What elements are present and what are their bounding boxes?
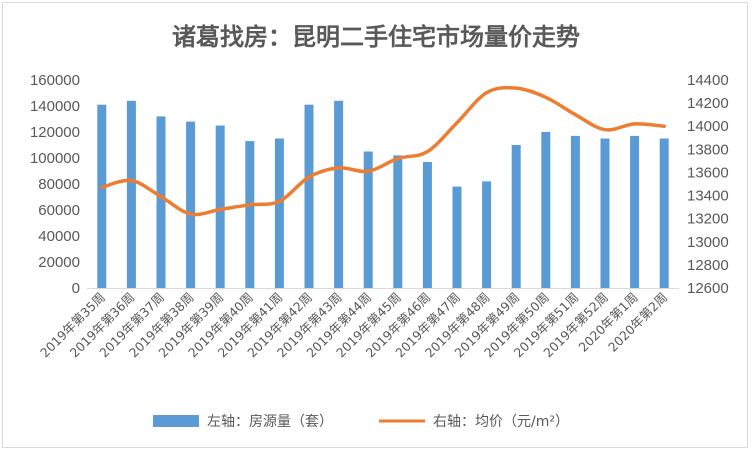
bar — [126, 100, 136, 288]
bar — [482, 181, 492, 288]
right-axis-tick: 13000 — [687, 234, 729, 251]
left-axis-tick: 160000 — [30, 72, 80, 89]
plot-area: 0 20000 40000 60000 80000 100000 120000 140000 1… — [30, 72, 729, 360]
right-axis-tick: 13200 — [687, 211, 729, 228]
bar — [600, 138, 610, 288]
legend-label-bars: 左轴：房源量（套） — [207, 414, 333, 430]
left-axis-tick: 140000 — [30, 98, 80, 115]
left-axis-tick: 100000 — [30, 150, 80, 167]
bar — [186, 121, 196, 288]
left-axis-tick: 0 — [72, 280, 80, 297]
bar — [304, 104, 314, 288]
left-axis-tick: 40000 — [38, 228, 80, 245]
legend: 左轴：房源量（套） 右轴：均价（元/m²） — [153, 414, 569, 430]
price-line — [100, 85, 666, 217]
chart-frame: 诸葛找房：昆明二手住宅市场量价走势 0 20000 40000 60000 80000 1… — [2, 2, 748, 448]
bar — [334, 100, 344, 288]
right-axis-tick: 13800 — [687, 141, 729, 158]
left-axis-tick: 20000 — [38, 254, 80, 271]
chart-svg: 诸葛找房：昆明二手住宅市场量价走势 0 20000 40000 60000 80000 1… — [30, 22, 729, 430]
right-axis-tick: 14400 — [687, 72, 729, 89]
bar — [659, 138, 669, 288]
right-axis-tick: 14200 — [687, 95, 729, 112]
bar — [393, 155, 403, 288]
bar — [97, 104, 107, 288]
left-axis-tick: 120000 — [30, 124, 80, 141]
right-axis-tick: 12800 — [687, 257, 729, 274]
bar — [541, 132, 551, 288]
bar — [630, 135, 640, 288]
chart-title: 诸葛找房：昆明二手住宅市场量价走势 — [172, 22, 580, 51]
left-axis-tick: 60000 — [38, 202, 80, 219]
right-axis-tick: 13600 — [687, 164, 729, 181]
bar — [245, 141, 255, 288]
right-axis-tick: 12600 — [687, 280, 729, 297]
bar — [511, 145, 521, 288]
bar — [422, 161, 432, 288]
bar — [363, 151, 373, 288]
right-axis-tick: 14000 — [687, 118, 729, 135]
legend-label-line: 右轴：均价（元/m²） — [433, 414, 569, 430]
bar — [156, 116, 166, 289]
legend-swatch-bars — [153, 415, 199, 427]
left-axis-tick: 80000 — [38, 176, 80, 193]
bar — [452, 186, 462, 288]
bar — [274, 138, 284, 288]
bar — [570, 135, 580, 288]
bar — [215, 125, 225, 288]
right-axis-tick: 13400 — [687, 188, 729, 205]
